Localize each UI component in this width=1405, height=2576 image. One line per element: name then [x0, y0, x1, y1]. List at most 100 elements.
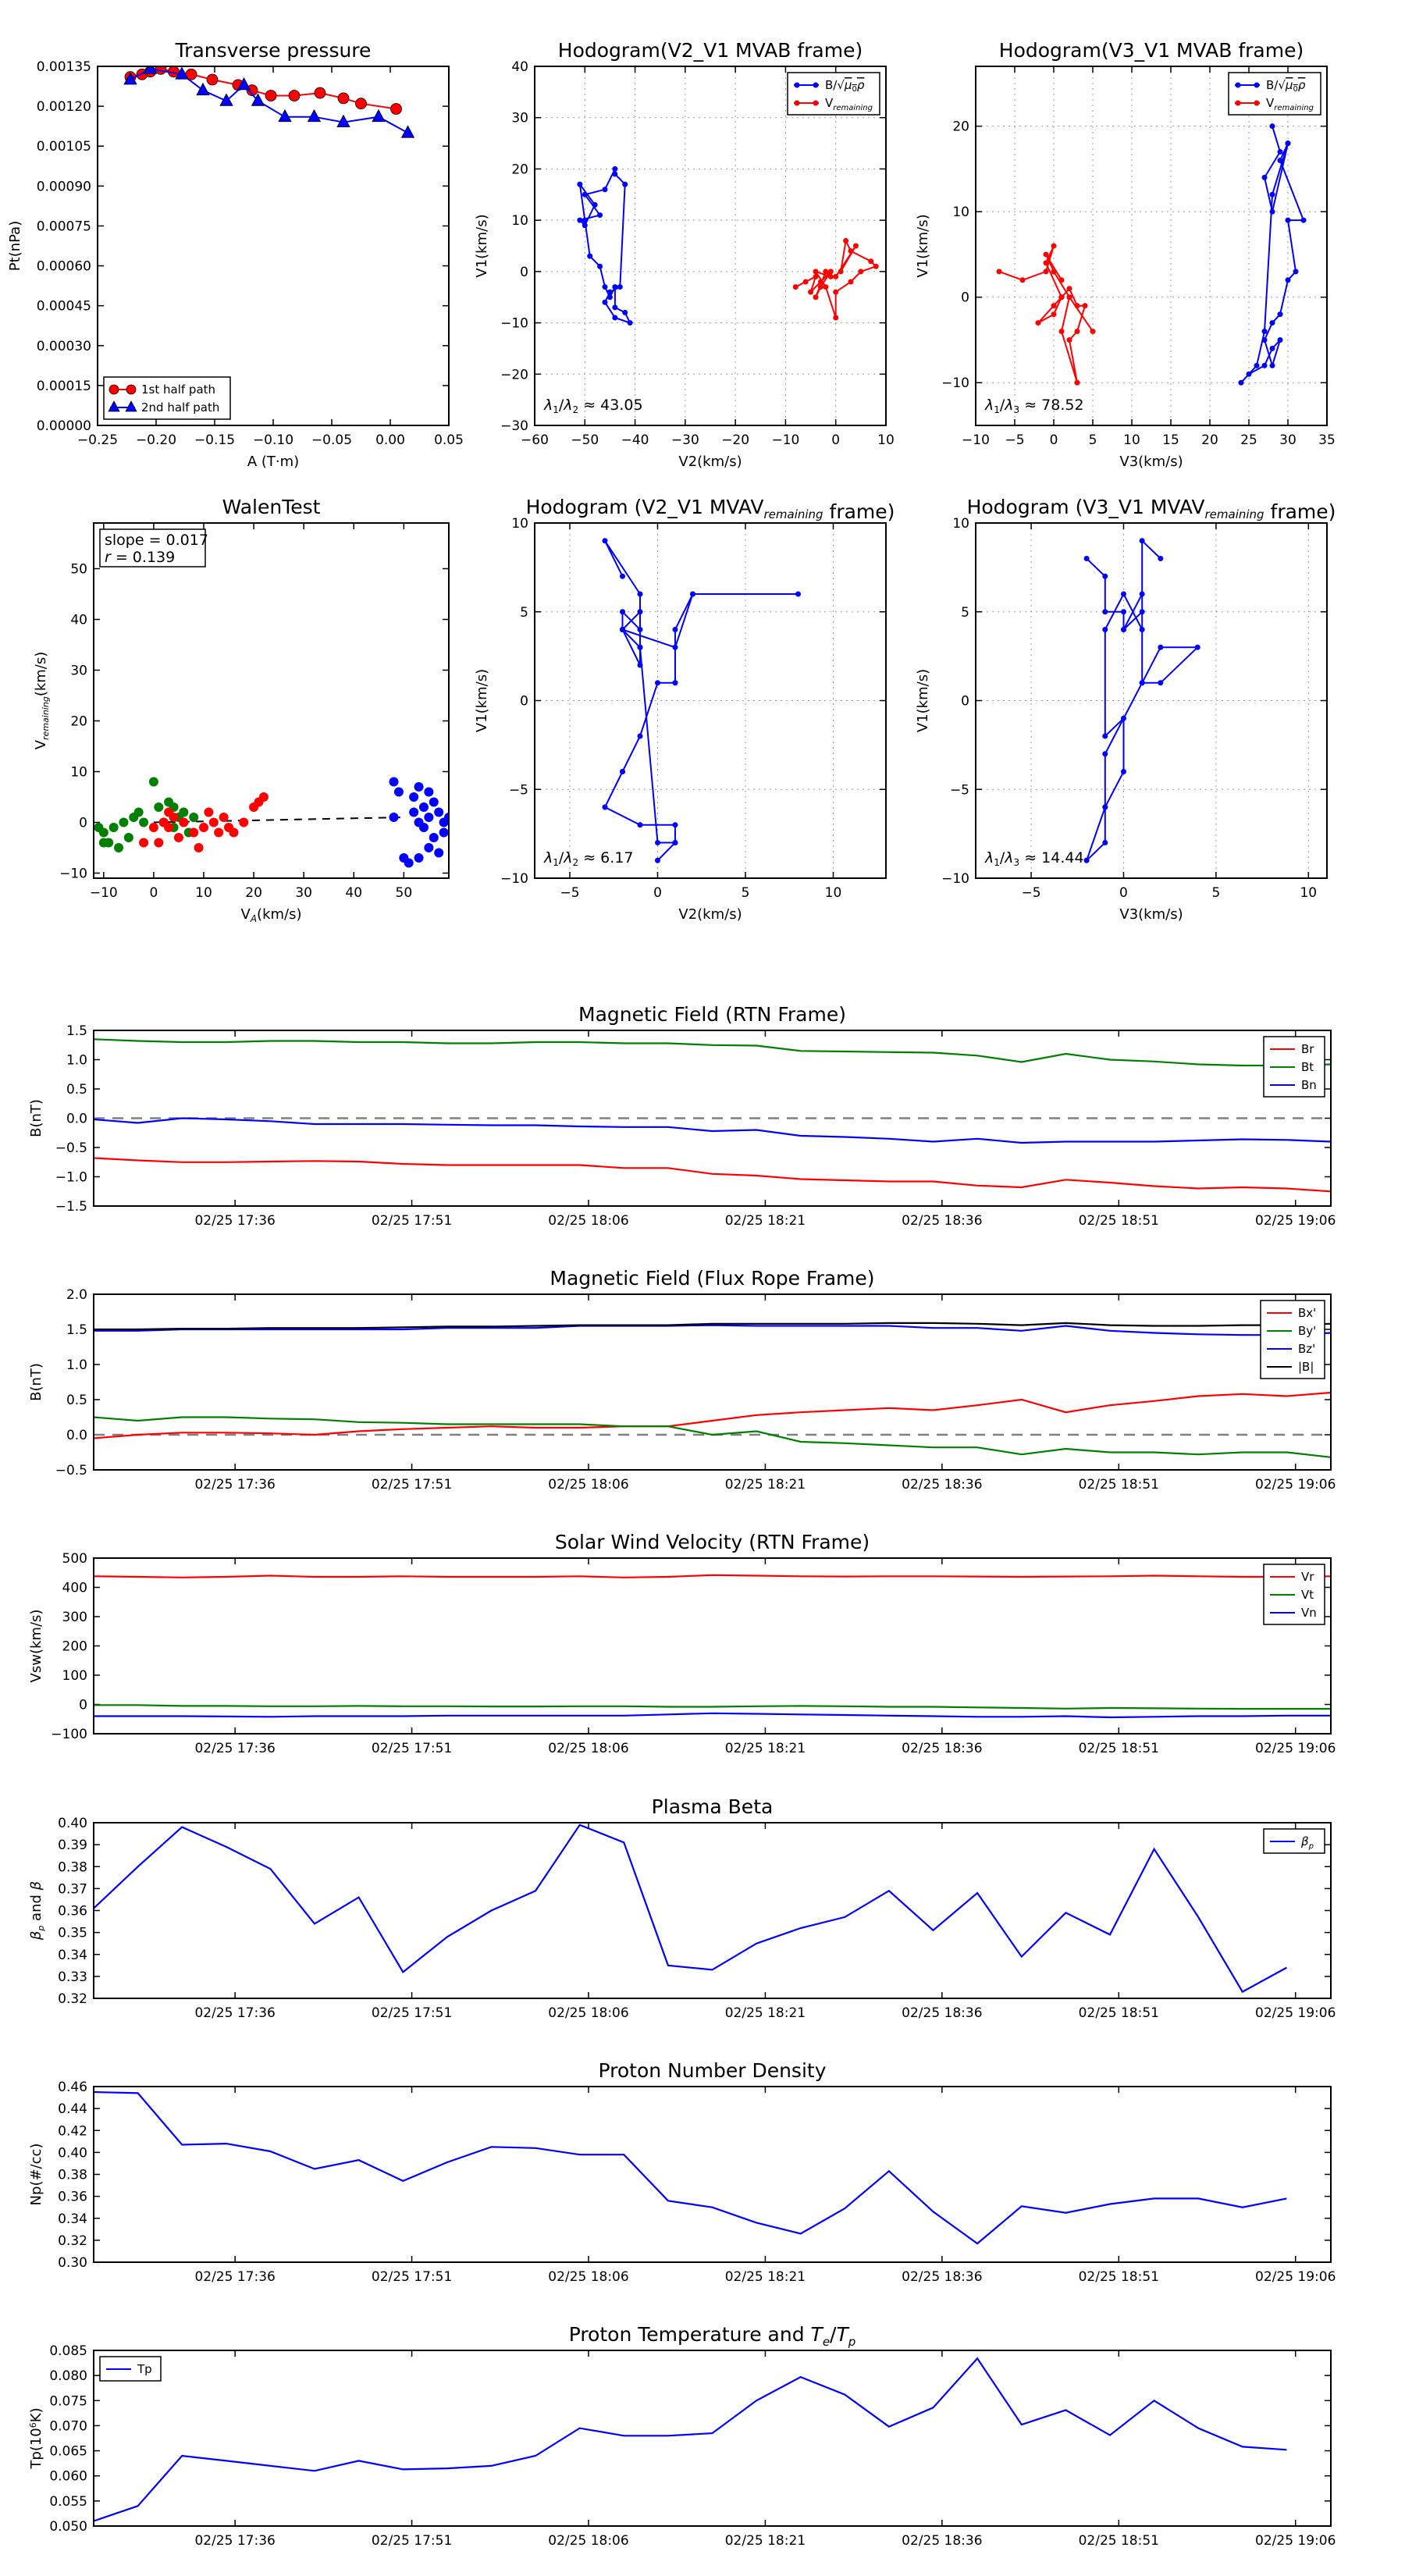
- beta-xtick-label: 02/25 18:51: [1079, 2005, 1159, 2021]
- r13-series-0-point: [1102, 840, 1108, 845]
- h23-series-0-point: [582, 191, 588, 197]
- pt-ytick-label: 0.00120: [37, 99, 91, 115]
- h13-series-0-point: [1277, 149, 1283, 155]
- h23-xtick-label: 0: [831, 432, 840, 448]
- vsw-xtick-label: 02/25 18:36: [902, 1741, 982, 1756]
- h23-series-0-point: [617, 284, 623, 290]
- np-ytick-label: 0.30: [58, 2255, 87, 2271]
- h23-legend-marker: [813, 82, 819, 88]
- vsw-panel: Solar Wind Velocity (RTN Frame) 02/25 17:…: [28, 1531, 1336, 1756]
- r23-series-0-line: [603, 540, 799, 862]
- walen-xtick-label: −10: [90, 885, 118, 901]
- r23-series-0-point: [620, 769, 625, 774]
- walen-series-1-point: [189, 827, 199, 838]
- walen-xtick-label: 30: [295, 885, 312, 901]
- walen-slope: slope = 0.017: [105, 532, 208, 549]
- h23-ytick-label: 30: [511, 111, 528, 126]
- r13-title: Hodogram (V3_V1 MVAVremaining frame): [967, 496, 1336, 523]
- r23-series-0-point: [655, 857, 660, 863]
- vsw-legend-label-2: Vn: [1301, 1606, 1317, 1620]
- pt-legend-marker: [108, 384, 119, 395]
- bfr-series-3-line: [94, 1322, 1331, 1331]
- h23-series-0-point: [606, 289, 613, 295]
- r23-series-0-point: [672, 644, 678, 650]
- tp-ytick-label: 0.060: [49, 2469, 87, 2485]
- brtn-xtick-label: 02/25 18:36: [902, 1213, 982, 1229]
- h23-xtick-label: −50: [571, 432, 599, 448]
- h13-series-1-point: [1019, 277, 1026, 283]
- brtn-xtick-label: 02/25 18:51: [1079, 1213, 1159, 1229]
- h23-series-0-point: [577, 217, 583, 223]
- r13-xtick-label: 0: [1119, 885, 1128, 901]
- h23-series-1-point: [817, 284, 823, 290]
- walen-series-0-point: [98, 838, 108, 848]
- h23-legend-marker: [794, 82, 800, 88]
- r13-series-0-point: [1120, 715, 1126, 721]
- r23-series-0-point: [602, 804, 608, 810]
- pt-legend-marker: [108, 400, 120, 412]
- h13-series-1-point: [1090, 329, 1096, 335]
- pt-ylabel: Pt(nPa): [7, 221, 23, 271]
- h13-series-0-point: [1277, 336, 1283, 343]
- beta-ytick-label: 0.34: [58, 1948, 87, 1963]
- pt-ytick-label: 0.00045: [37, 299, 91, 315]
- bfr-xtick-label: 02/25 18:36: [902, 1477, 982, 1493]
- walen-ytick-label: 0: [79, 816, 87, 831]
- h13-series-0-point: [1261, 362, 1268, 368]
- brtn-xtick-label: 02/25 17:36: [194, 1213, 275, 1229]
- beta-ytick-label: 0.32: [58, 1991, 87, 2007]
- pt-series-1-point: [336, 114, 350, 127]
- h13-series-0-point: [1254, 362, 1260, 368]
- pt-series-0-point: [390, 103, 402, 115]
- r13-xtick-label: −5: [1022, 885, 1041, 901]
- bfr-xtick-label: 02/25 18:51: [1079, 1477, 1159, 1493]
- walen-series-1-point: [194, 843, 204, 852]
- beta-legend-label-0: βp: [1300, 1834, 1314, 1851]
- np-ylabel: Np(#/cc): [28, 2144, 44, 2206]
- pt-series-1-point: [123, 72, 137, 85]
- beta-xtick-label: 02/25 18:06: [548, 2005, 628, 2021]
- h13-legend-marker: [1235, 100, 1241, 106]
- pt-series-1-point: [278, 109, 292, 123]
- pt-xtick-label: −0.20: [136, 432, 176, 448]
- walen-series-0-point: [179, 807, 189, 817]
- bfr-xtick-label: 02/25 19:06: [1255, 1477, 1336, 1493]
- bfr-title: Magnetic Field (Flux Rope Frame): [550, 1267, 874, 1290]
- r13-series-0-point: [1139, 591, 1145, 597]
- tp-ytick-label: 0.080: [49, 2368, 87, 2384]
- brtn-xtick-label: 02/25 18:06: [548, 1213, 628, 1229]
- walen-xtick-label: 50: [396, 885, 413, 901]
- walen-xtick-label: 10: [195, 885, 212, 901]
- h13-series-1-point: [1058, 294, 1065, 301]
- vsw-xtick-label: 02/25 18:06: [548, 1741, 628, 1756]
- pt-series-1-point: [219, 93, 233, 106]
- h13-ytick-label: 0: [961, 290, 969, 306]
- h23-series-1-point: [827, 273, 834, 279]
- r23-title: Hodogram (V2_V1 MVAVremaining frame): [526, 496, 895, 523]
- np-axes-frame: [93, 2086, 1332, 2263]
- h13-series-0-line: [1240, 126, 1305, 383]
- r13-series-0-point: [1139, 627, 1145, 632]
- r23-series-0-point: [672, 822, 678, 828]
- h13-series-1-point: [1043, 251, 1049, 258]
- walen-series-1-point: [164, 823, 174, 832]
- h23-legend-label-0: B/√μ0ρ: [825, 78, 865, 94]
- pt-xtick-label: −0.25: [77, 432, 118, 448]
- h23-series-1-point: [792, 284, 799, 290]
- brtn-ytick-label: 1.0: [66, 1053, 87, 1069]
- h13-series-0-point: [1261, 174, 1268, 180]
- np-xtick-label: 02/25 18:51: [1079, 2269, 1159, 2285]
- walen-series-1-point: [173, 833, 183, 842]
- h23-series-1-point: [813, 269, 819, 275]
- walen-title: WalenTest: [222, 496, 321, 518]
- h13-series-1-point: [1043, 260, 1049, 266]
- r13-ytick-label: 0: [961, 694, 969, 710]
- pt-series-1-line: [130, 68, 408, 134]
- beta-xtick-label: 02/25 19:06: [1255, 2005, 1336, 2021]
- vsw-xtick-label: 02/25 17:51: [372, 1741, 452, 1756]
- bfr-ytick-label: −0.5: [55, 1463, 87, 1478]
- h13-series-1-point: [1051, 243, 1057, 249]
- h13-series-1-point: [1051, 311, 1057, 318]
- bfr-xtick-label: 02/25 18:21: [725, 1477, 806, 1493]
